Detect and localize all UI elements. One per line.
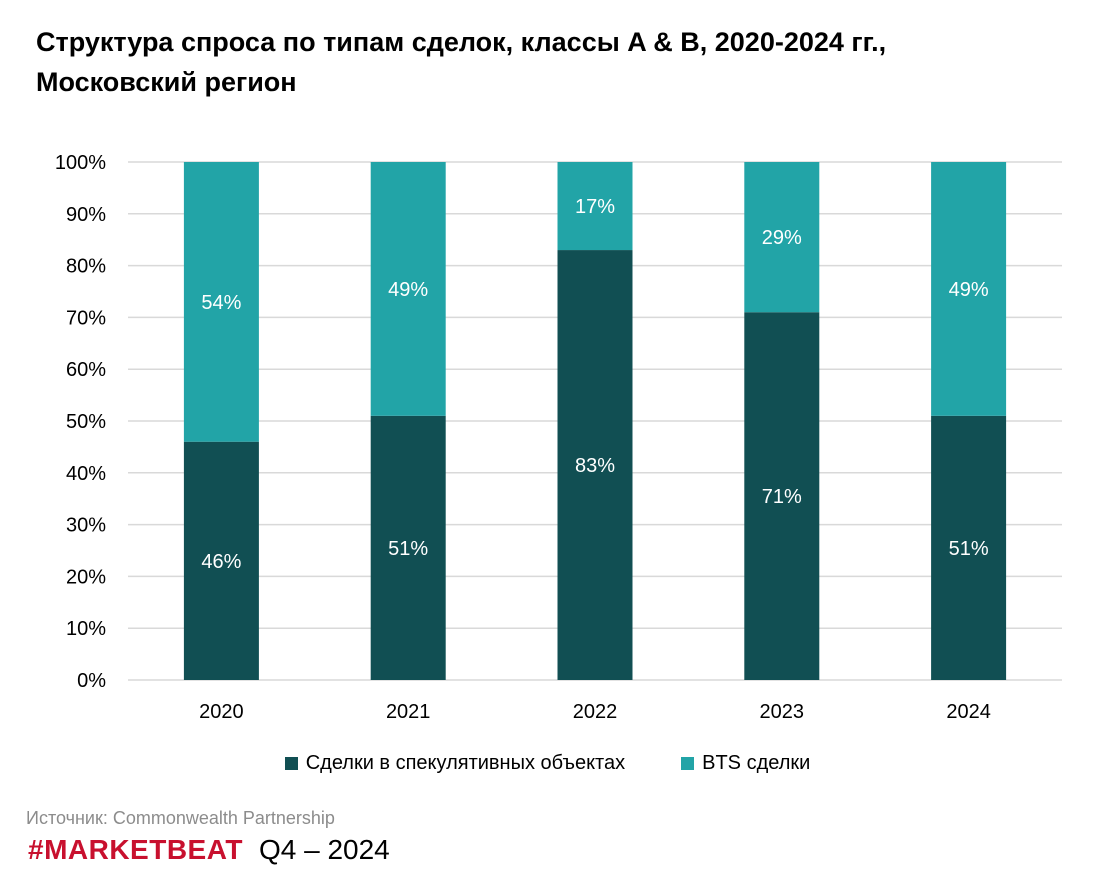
y-tick-label: 20% [66,566,106,588]
source-note: Источник: Commonwealth Partnership [26,808,335,828]
x-tick-label: 2024 [946,701,991,723]
y-tick-label: 30% [66,515,106,537]
bar-segment [183,441,259,680]
data-label: 49% [388,279,428,301]
data-label: 17% [575,196,615,218]
legend-swatch-bts [681,757,695,770]
data-label: 83% [575,455,615,477]
y-tick-label: 60% [66,359,106,381]
y-tick-label: 40% [66,463,106,485]
report-period: Q4 – 2024 [258,834,390,865]
bar-segment [183,162,259,442]
data-label: 71% [762,486,802,508]
y-tick-label: 0% [77,670,106,692]
data-label: 29% [762,227,802,249]
footer: #MARKETBEAT Q4 – 2024 [28,834,390,866]
y-tick-label: 50% [66,411,106,433]
y-tick-label: 80% [66,256,106,278]
bar-segment [370,162,446,416]
y-tick-label: 70% [66,307,106,329]
data-label: 51% [949,538,989,560]
x-tick-label: 2021 [386,701,431,723]
data-label: 51% [388,538,428,560]
y-tick-label: 10% [66,618,106,640]
y-tick-label: 100% [55,152,106,174]
bar-segment [744,162,820,313]
x-tick-label: 2023 [760,701,805,723]
chart-title: Структура спроса по типам сделок, классы… [36,27,887,97]
stacked-bar-chart: 0% 10% 20% 30% 40% 50% 60% 70% 80% 90% 100% 46% 54% 2… [55,152,1062,723]
bar-segment [557,162,633,251]
brand-logo: #MARKETBEAT [28,834,243,865]
y-tick-label: 90% [66,204,106,226]
data-label: 46% [201,551,241,573]
bar-segment [744,312,820,680]
legend-item-speculative: Сделки в спекулятивных объектах [284,752,626,775]
legend-item-bts: BTS сделки [681,752,810,775]
bar-segment [931,415,1007,680]
x-tick-label: 2022 [573,701,618,723]
legend-swatch-speculative [284,757,298,770]
x-tick-label: 2020 [199,701,244,723]
legend-label-speculative: Сделки в спекулятивных объектах [305,752,626,774]
bar-segment [557,250,633,680]
data-label: 54% [201,292,241,314]
data-label: 49% [949,279,989,301]
bar-segment [931,162,1007,416]
chart-legend: Сделки в спекулятивных объектах BTS сдел… [0,752,1095,775]
bar-segment [370,415,446,680]
legend-label-bts: BTS сделки [702,752,811,774]
